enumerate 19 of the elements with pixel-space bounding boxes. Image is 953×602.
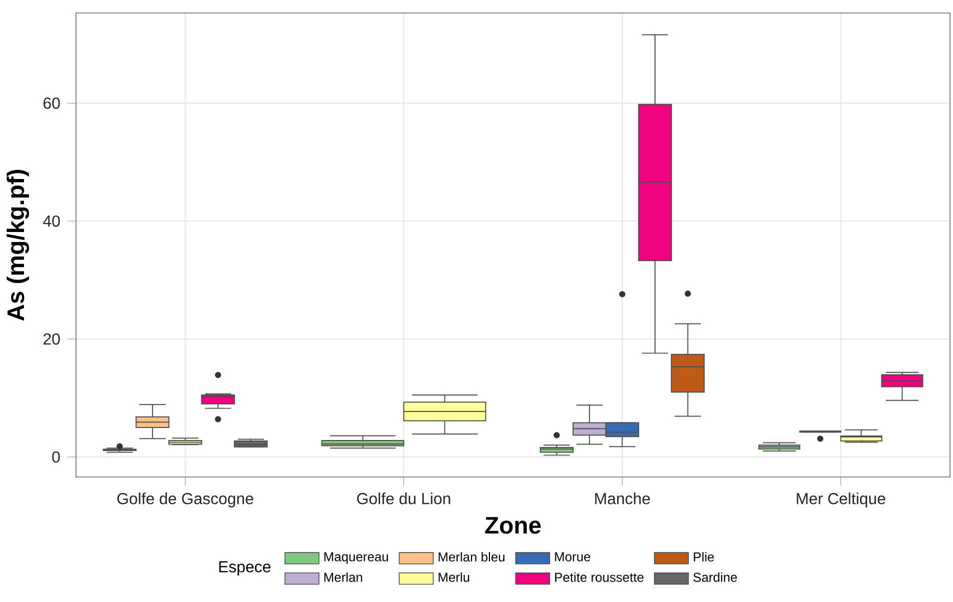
legend-label: Merlan (324, 572, 362, 582)
x-tick-label: Mer Celtique (796, 492, 886, 508)
y-tick-label: 60 (44, 98, 60, 109)
x-tick-label: Golfe de Gascogne (117, 492, 254, 508)
y-tick-label: 0 (52, 451, 60, 463)
legend-label: Plie (694, 552, 714, 562)
x-axis-title: Zone (485, 517, 541, 534)
legend-title: Espece (219, 561, 270, 576)
y-axis-title: As (mg/kg.pf) (6, 170, 30, 321)
legend-label: Petite roussette (555, 572, 644, 582)
legend-label: Morue (555, 552, 590, 562)
x-tick-label: Golfe du Lion (357, 492, 450, 504)
y-tick-label: 20 (44, 333, 60, 345)
y-tick-label: 40 (43, 215, 60, 227)
legend-label: Merlu (438, 572, 470, 582)
x-tick-label: Manche (595, 492, 650, 504)
legend-label: Merlan bleu (438, 552, 504, 562)
legend-label: Sardine (693, 572, 737, 582)
legend-label: Maquereau (324, 552, 388, 564)
